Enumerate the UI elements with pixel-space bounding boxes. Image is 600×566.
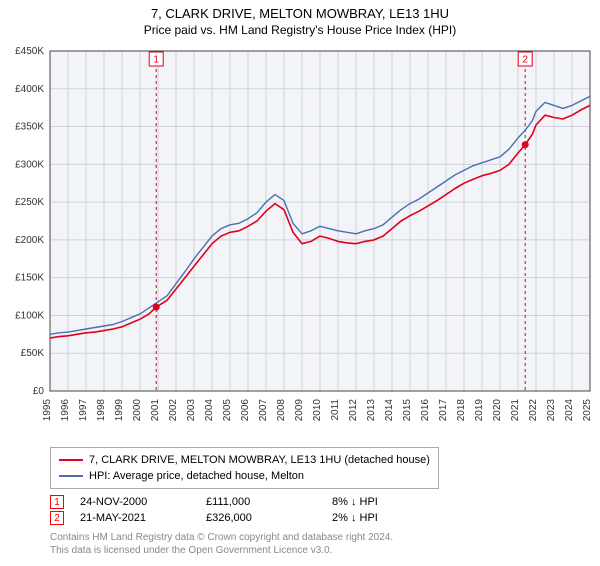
svg-text:2021: 2021 — [510, 399, 521, 422]
marker-delta: 8% ↓ HPI — [332, 496, 442, 508]
svg-text:1: 1 — [153, 55, 159, 66]
svg-text:£250K: £250K — [15, 197, 44, 208]
markers-table: 1 24-NOV-2000 £111,000 8% ↓ HPI 2 21-MAY-2021… — [0, 495, 600, 525]
svg-text:2: 2 — [522, 55, 528, 66]
marker-row: 2 21-MAY-2021 £326,000 2% ↓ HPI — [50, 511, 600, 525]
footer: Contains HM Land Registry data © Crown c… — [50, 531, 600, 557]
legend-row-2: HPI: Average price, detached house, Melt… — [59, 468, 430, 484]
svg-text:2018: 2018 — [456, 399, 467, 422]
svg-text:2014: 2014 — [384, 399, 395, 422]
svg-text:2024: 2024 — [564, 399, 575, 422]
svg-text:2009: 2009 — [294, 399, 305, 422]
svg-text:1999: 1999 — [114, 399, 125, 422]
marker-price: £111,000 — [206, 496, 316, 508]
footer-line-1: Contains HM Land Registry data © Crown c… — [50, 531, 600, 544]
svg-text:2008: 2008 — [276, 399, 287, 422]
svg-text:2023: 2023 — [546, 399, 557, 422]
legend-row-1: 7, CLARK DRIVE, MELTON MOWBRAY, LE13 1HU… — [59, 452, 430, 468]
svg-text:1998: 1998 — [96, 399, 107, 422]
svg-text:2010: 2010 — [312, 399, 323, 422]
marker-date: 24-NOV-2000 — [80, 496, 190, 508]
marker-number-box: 1 — [50, 495, 64, 509]
marker-row: 1 24-NOV-2000 £111,000 8% ↓ HPI — [50, 495, 600, 509]
marker-date: 21-MAY-2021 — [80, 512, 190, 524]
legend-label-2: HPI: Average price, detached house, Melt… — [89, 468, 304, 484]
svg-text:2007: 2007 — [258, 399, 269, 422]
svg-text:2025: 2025 — [582, 399, 593, 422]
svg-text:2005: 2005 — [222, 399, 233, 422]
chart-container: 7, CLARK DRIVE, MELTON MOWBRAY, LE13 1HU… — [0, 6, 600, 566]
svg-text:2006: 2006 — [240, 399, 251, 422]
svg-text:£100K: £100K — [15, 310, 44, 321]
svg-text:2000: 2000 — [132, 399, 143, 422]
chart-subtitle: Price paid vs. HM Land Registry's House … — [0, 23, 600, 37]
marker-delta: 2% ↓ HPI — [332, 512, 442, 524]
svg-text:£350K: £350K — [15, 122, 44, 133]
legend: 7, CLARK DRIVE, MELTON MOWBRAY, LE13 1HU… — [50, 447, 439, 489]
legend-swatch-2 — [59, 475, 83, 477]
svg-text:£450K: £450K — [15, 46, 44, 57]
svg-text:2013: 2013 — [366, 399, 377, 422]
svg-text:£400K: £400K — [15, 84, 44, 95]
chart-plot: £0 £50K £100K £150K £200K £250K £300K £350K £400… — [0, 41, 600, 441]
svg-text:£50K: £50K — [21, 348, 45, 359]
chart-title: 7, CLARK DRIVE, MELTON MOWBRAY, LE13 1HU — [0, 6, 600, 21]
legend-label-1: 7, CLARK DRIVE, MELTON MOWBRAY, LE13 1HU… — [89, 452, 430, 468]
svg-text:1995: 1995 — [42, 399, 53, 422]
footer-line-2: This data is licensed under the Open Gov… — [50, 544, 600, 557]
marker-number-box: 2 — [50, 511, 64, 525]
svg-text:2015: 2015 — [402, 399, 413, 422]
svg-text:2011: 2011 — [330, 399, 341, 421]
svg-text:£300K: £300K — [15, 159, 44, 170]
svg-text:£150K: £150K — [15, 273, 44, 284]
svg-text:2012: 2012 — [348, 399, 359, 422]
svg-text:2002: 2002 — [168, 399, 179, 422]
svg-text:2004: 2004 — [204, 399, 215, 422]
chart-svg: £0 £50K £100K £150K £200K £250K £300K £350K £400… — [0, 41, 600, 441]
svg-text:2019: 2019 — [474, 399, 485, 422]
svg-text:2022: 2022 — [528, 399, 539, 422]
svg-text:2016: 2016 — [420, 399, 431, 422]
legend-swatch-1 — [59, 459, 83, 461]
svg-text:£0: £0 — [33, 386, 45, 397]
svg-text:1996: 1996 — [60, 399, 71, 422]
svg-text:2017: 2017 — [438, 399, 449, 422]
svg-text:2020: 2020 — [492, 399, 503, 422]
svg-text:1997: 1997 — [78, 399, 89, 422]
marker-price: £326,000 — [206, 512, 316, 524]
svg-text:2001: 2001 — [150, 399, 161, 422]
svg-text:£200K: £200K — [15, 235, 44, 246]
svg-text:2003: 2003 — [186, 399, 197, 422]
